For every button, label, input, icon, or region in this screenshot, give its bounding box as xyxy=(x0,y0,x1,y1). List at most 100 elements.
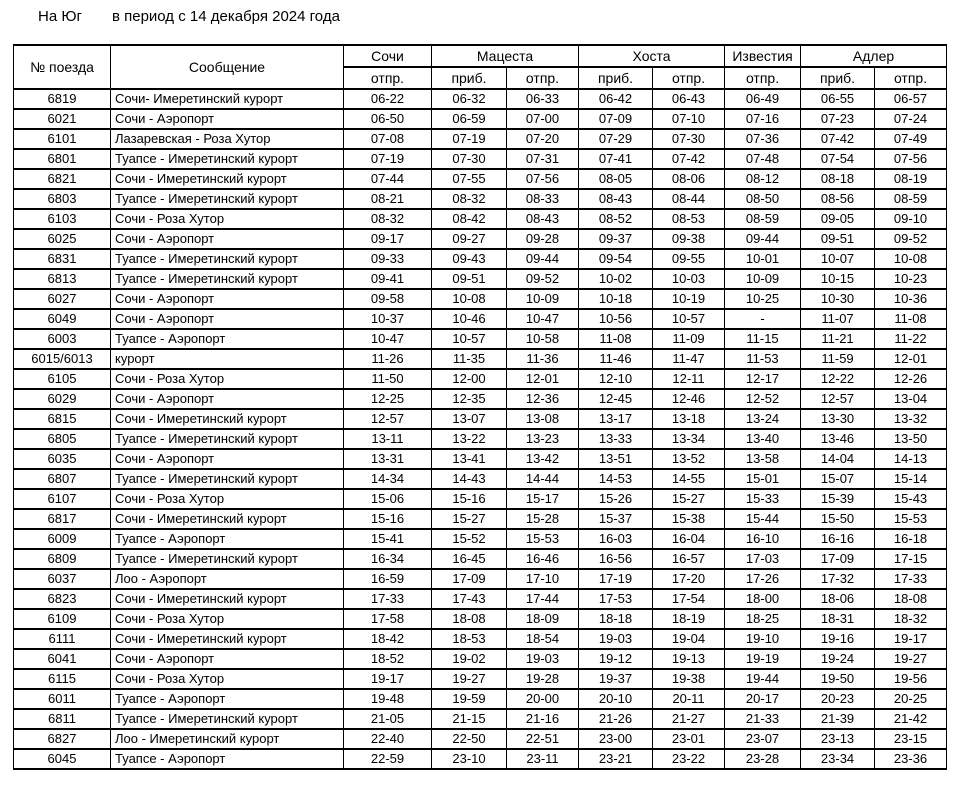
cell-time: 10-19 xyxy=(652,288,726,310)
cell-time: 14-43 xyxy=(431,468,507,490)
cell-time: 07-19 xyxy=(343,148,432,170)
cell-time: 17-09 xyxy=(431,568,507,590)
cell-time: 06-50 xyxy=(343,108,432,130)
cell-route: Сочи - Имеретинский курорт xyxy=(110,408,344,430)
cell-time: 09-38 xyxy=(652,228,726,250)
cell-time: 10-25 xyxy=(724,288,802,310)
table-row: 6107 Сочи - Роза Хутор 15-06 15-16 15-17 15-2… xyxy=(13,488,948,510)
cell-time: 18-06 xyxy=(800,588,876,610)
cell-time: 07-10 xyxy=(652,108,726,130)
cell-time: 17-33 xyxy=(874,568,948,590)
cell-time: 19-17 xyxy=(874,628,948,650)
cell-time: 22-50 xyxy=(431,728,507,750)
cell-time: 11-36 xyxy=(505,348,580,370)
cell-route: Сочи - Аэропорт xyxy=(110,288,344,310)
cell-time: 08-59 xyxy=(724,208,802,230)
cell-time: 11-35 xyxy=(431,348,507,370)
cell-time: 08-12 xyxy=(724,168,802,190)
cell-time: 18-42 xyxy=(343,628,432,650)
cell-time: 10-02 xyxy=(578,268,654,290)
cell-time: 23-21 xyxy=(578,748,654,770)
cell-route: Лазаревская - Роза Хутор xyxy=(110,128,344,150)
cell-time: 19-44 xyxy=(724,668,802,690)
direction-label: На Юг xyxy=(38,8,82,25)
cell-time: 09-41 xyxy=(343,268,432,290)
cell-time: 23-15 xyxy=(874,728,948,750)
cell-time: 06-42 xyxy=(578,88,654,110)
cell-time: 19-50 xyxy=(800,668,876,690)
cell-time: 09-51 xyxy=(431,268,507,290)
cell-time: 18-09 xyxy=(505,608,580,630)
cell-time: 09-52 xyxy=(874,228,948,250)
cell-time: 16-10 xyxy=(724,528,802,550)
cell-time: 07-56 xyxy=(505,168,580,190)
table-row: 6027 Сочи - Аэропорт 09-58 10-08 10-09 10-18 1… xyxy=(13,288,948,310)
col-header-station-matsesta: Мацеста xyxy=(430,44,580,68)
cell-time: 14-55 xyxy=(652,468,726,490)
cell-time: 12-25 xyxy=(343,388,432,410)
cell-time: 07-31 xyxy=(505,148,580,170)
cell-time: 09-17 xyxy=(343,228,432,250)
col-header-station-khosta: Хоста xyxy=(578,44,726,68)
cell-time: 19-17 xyxy=(343,668,432,690)
cell-time: 12-10 xyxy=(578,368,654,390)
cell-route: курорт xyxy=(110,348,344,370)
page-title: На Юг в период с 14 декабря 2024 года xyxy=(0,0,958,25)
col-header-train-number: № поезда xyxy=(13,44,111,90)
table-row: 6813 Туапсе - Имеретинский курорт 09-41 09-… xyxy=(13,268,948,290)
cell-time: 08-50 xyxy=(724,188,802,210)
col-header-station-adler: Адлер xyxy=(800,44,948,68)
cell-route: Туапсе - Аэропорт xyxy=(110,748,344,770)
cell-time: 09-43 xyxy=(431,248,507,270)
cell-time: 09-54 xyxy=(578,248,654,270)
table-row: 6035 Сочи - Аэропорт 13-31 13-41 13-42 13-51 1… xyxy=(13,448,948,470)
cell-time: 06-33 xyxy=(505,88,580,110)
cell-time: 13-51 xyxy=(578,448,654,470)
table-row: 6003 Туапсе - Аэропорт 10-47 10-57 10-58 11-0… xyxy=(13,328,948,350)
table-row: 6805 Туапсе - Имеретинский курорт 13-11 13-… xyxy=(13,428,948,450)
cell-time: 15-52 xyxy=(431,528,507,550)
cell-train-number: 6025 xyxy=(13,228,111,250)
cell-time: 07-54 xyxy=(800,148,876,170)
cell-time: 12-17 xyxy=(724,368,802,390)
cell-time: 21-26 xyxy=(578,708,654,730)
cell-time: 10-23 xyxy=(874,268,948,290)
cell-train-number: 6011 xyxy=(13,688,111,710)
cell-time: 12-26 xyxy=(874,368,948,390)
cell-time: 18-08 xyxy=(874,588,948,610)
cell-train-number: 6115 xyxy=(13,668,111,690)
cell-time: 09-10 xyxy=(874,208,948,230)
cell-time: 19-38 xyxy=(652,668,726,690)
cell-train-number: 6027 xyxy=(13,288,111,310)
cell-train-number: 6037 xyxy=(13,568,111,590)
cell-train-number: 6811 xyxy=(13,708,111,730)
cell-time: 15-50 xyxy=(800,508,876,530)
cell-time: 19-27 xyxy=(874,648,948,670)
cell-train-number: 6827 xyxy=(13,728,111,750)
cell-time: 15-38 xyxy=(652,508,726,530)
cell-time: 22-59 xyxy=(343,748,432,770)
cell-time: 17-53 xyxy=(578,588,654,610)
cell-time: 15-41 xyxy=(343,528,432,550)
cell-time: 10-47 xyxy=(505,308,580,330)
cell-train-number: 6107 xyxy=(13,488,111,510)
col-header-route: Сообщение xyxy=(110,44,344,90)
cell-route: Сочи - Аэропорт xyxy=(110,448,344,470)
cell-route: Сочи - Роза Хутор xyxy=(110,608,344,630)
cell-time: 15-27 xyxy=(652,488,726,510)
cell-time: 09-33 xyxy=(343,248,432,270)
cell-time: 08-33 xyxy=(505,188,580,210)
cell-time: 07-55 xyxy=(431,168,507,190)
cell-route: Лоо - Аэропорт xyxy=(110,568,344,590)
cell-time: 09-27 xyxy=(431,228,507,250)
cell-time: 10-46 xyxy=(431,308,507,330)
cell-train-number: 6049 xyxy=(13,308,111,330)
cell-time: 13-46 xyxy=(800,428,876,450)
cell-time: 15-07 xyxy=(800,468,876,490)
cell-time: 09-05 xyxy=(800,208,876,230)
cell-time: 06-49 xyxy=(724,88,802,110)
table-row: 6831 Туапсе - Имеретинский курорт 09-33 09-… xyxy=(13,248,948,270)
cell-time: 16-45 xyxy=(431,548,507,570)
cell-time: 23-34 xyxy=(800,748,876,770)
cell-time: 10-56 xyxy=(578,308,654,330)
